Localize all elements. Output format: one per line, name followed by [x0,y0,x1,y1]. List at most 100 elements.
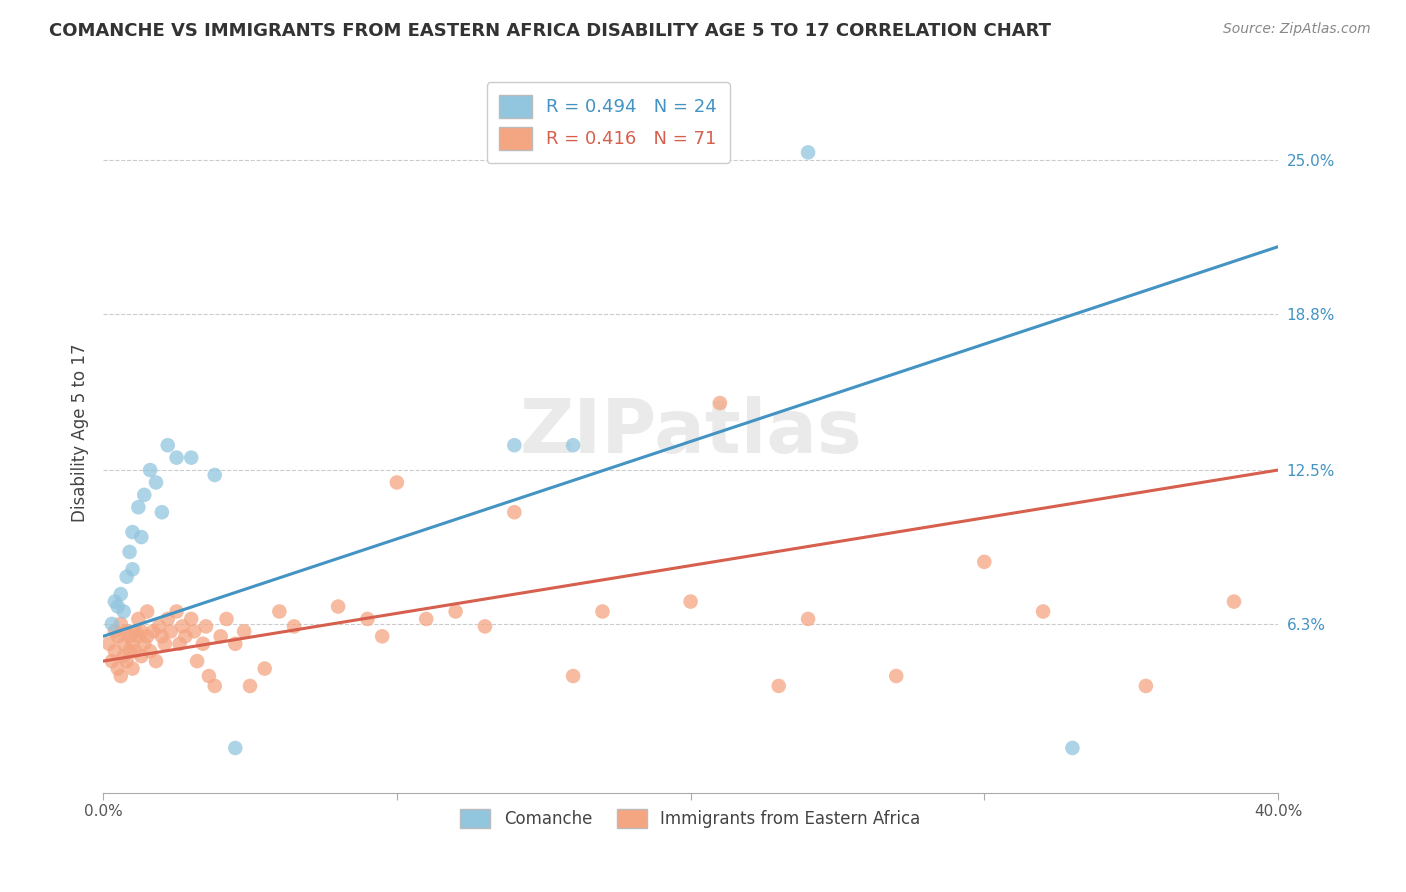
Point [169,637,191,651]
Point [101,654,124,668]
Point [104,594,127,608]
Point [592,605,614,619]
Point [136,605,159,619]
Point [145,475,167,490]
Point [112,649,135,664]
Point [110,669,132,683]
Point [159,624,181,639]
Point [142,624,165,639]
Point [118,644,141,658]
Point [166,450,188,465]
Point [194,619,217,633]
Point [239,679,262,693]
Point [797,612,820,626]
Point [127,500,149,515]
Point [118,629,141,643]
Point [115,570,138,584]
Point [127,612,149,626]
Point [121,562,143,576]
Point [233,624,256,639]
Point [768,679,790,693]
Point [209,629,232,643]
Point [156,438,179,452]
Point [174,629,197,643]
Point [679,594,702,608]
Point [148,619,170,633]
Point [124,624,146,639]
Point [131,530,153,544]
Text: COMANCHE VS IMMIGRANTS FROM EASTERN AFRICA DISABILITY AGE 5 TO 17 CORRELATION CH: COMANCHE VS IMMIGRANTS FROM EASTERN AFRI… [49,22,1052,40]
Text: ZIPatlas: ZIPatlas [519,396,862,469]
Point [139,644,162,658]
Point [371,629,394,643]
Point [474,619,496,633]
Point [269,605,291,619]
Point [503,438,526,452]
Point [562,669,585,683]
Point [112,605,135,619]
Point [224,637,246,651]
Point [110,587,132,601]
Point [415,612,437,626]
Point [150,629,173,643]
Point [150,505,173,519]
Point [1032,605,1054,619]
Y-axis label: Disability Age 5 to 17: Disability Age 5 to 17 [72,343,89,522]
Point [186,654,208,668]
Point [180,450,202,465]
Point [183,624,205,639]
Point [121,662,143,676]
Point [1062,741,1084,756]
Point [134,488,156,502]
Point [156,612,179,626]
Point [107,629,129,643]
Point [884,669,907,683]
Point [131,649,153,664]
Point [134,637,156,651]
Point [198,669,221,683]
Point [101,616,124,631]
Point [107,662,129,676]
Point [385,475,408,490]
Point [224,741,246,756]
Point [356,612,378,626]
Text: Source: ZipAtlas.com: Source: ZipAtlas.com [1223,22,1371,37]
Point [118,545,141,559]
Point [115,624,138,639]
Point [104,624,127,639]
Point [172,619,194,633]
Point [115,654,138,668]
Point [136,629,159,643]
Point [139,463,162,477]
Point [166,605,188,619]
Point [104,644,127,658]
Point [145,654,167,668]
Point [503,505,526,519]
Point [124,644,146,658]
Point [1223,594,1246,608]
Point [110,616,132,631]
Point [797,145,820,160]
Point [131,624,153,639]
Point [127,629,149,643]
Point [253,662,276,676]
Point [191,637,214,651]
Point [153,637,176,651]
Point [709,396,731,410]
Legend: Comanche, Immigrants from Eastern Africa: Comanche, Immigrants from Eastern Africa [454,802,928,835]
Point [121,637,143,651]
Point [562,438,585,452]
Point [204,468,226,483]
Point [444,605,467,619]
Point [326,599,349,614]
Point [121,525,143,540]
Point [107,599,129,614]
Point [112,637,135,651]
Point [973,555,995,569]
Point [98,637,121,651]
Point [180,612,202,626]
Point [1135,679,1157,693]
Point [215,612,238,626]
Point [283,619,305,633]
Point [204,679,226,693]
